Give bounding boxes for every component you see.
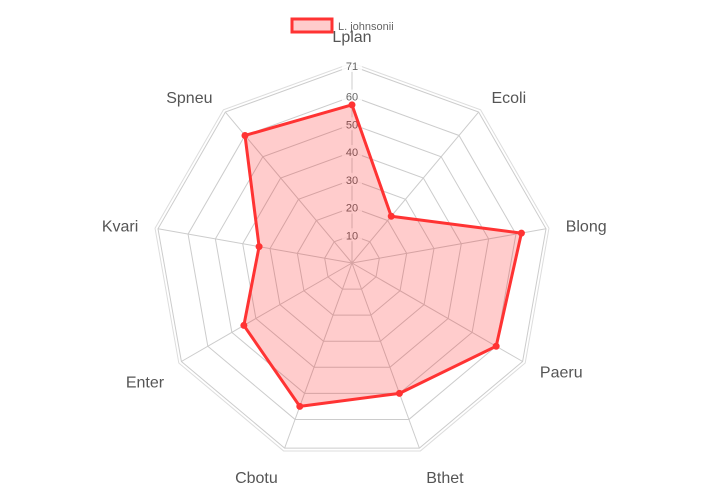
data-point-ecoli[interactable] — [387, 212, 395, 220]
tick-backdrop-20 — [342, 200, 362, 214]
grid-ring-20 — [296, 206, 408, 316]
spoke-kvari — [157, 228, 353, 264]
tick-label-10: 10 — [346, 230, 358, 242]
spoke-enter — [181, 262, 353, 362]
data-point-kvari[interactable] — [255, 243, 263, 251]
series-area-0 — [242, 103, 524, 409]
grid-ring-30 — [269, 179, 435, 342]
grid-ring-outer — [154, 62, 550, 452]
data-point-lplan[interactable] — [348, 101, 356, 109]
category-label-lplan: Lplan — [332, 29, 371, 46]
category-label-cbotu: Cbotu — [235, 470, 278, 487]
tick-backdrop-60 — [342, 89, 362, 103]
tick-label-60: 60 — [346, 92, 358, 104]
grid-ring-10 — [324, 234, 380, 290]
spoke-ecoli — [351, 111, 480, 264]
category-label-blong: Blong — [566, 218, 607, 235]
category-label-spneu: Spneu — [166, 90, 212, 107]
tick-backdrop-71 — [342, 59, 362, 72]
grid-ring-71 — [157, 65, 547, 449]
category-label-bthet: Bthet — [426, 470, 464, 487]
spoke-cbotu — [284, 262, 353, 449]
data-point-blong[interactable] — [517, 229, 525, 237]
grid-ring-60 — [187, 95, 517, 420]
data-point-cbotu[interactable] — [296, 402, 304, 410]
category-label-paeru: Paeru — [540, 365, 583, 382]
legend-label-l-johnsonii[interactable]: L. johnsonii — [338, 21, 394, 33]
category-label-kvari: Kvari — [102, 218, 138, 235]
legend[interactable]: L. johnsonii — [290, 17, 394, 34]
radar-series — [240, 101, 525, 410]
tick-label-50: 50 — [346, 119, 358, 131]
category-labels: Lplan Ecoli Blong Paeru Bthet Cbotu Enter Kvari… — [102, 29, 607, 487]
spoke-bthet — [351, 262, 420, 449]
tick-backdrop-30 — [342, 172, 362, 186]
tick-label-40: 40 — [346, 147, 358, 159]
legend-swatch-l-johnsonii[interactable] — [290, 17, 334, 34]
data-point-enter[interactable] — [240, 321, 248, 329]
tick-backdrop-40 — [342, 145, 362, 159]
tick-label-20: 20 — [346, 203, 358, 215]
tick-backdrop-10 — [342, 228, 362, 242]
grid-ring-50 — [214, 123, 490, 394]
category-label-enter: Enter — [126, 375, 165, 392]
data-point-paeru[interactable] — [492, 342, 500, 350]
tick-label-30: 30 — [346, 175, 358, 187]
category-label-ecoli: Ecoli — [491, 90, 526, 107]
spoke-blong — [351, 228, 547, 264]
grid-ring-40 — [242, 151, 462, 368]
data-point-bthet[interactable] — [395, 389, 403, 397]
data-point-spneu[interactable] — [241, 131, 249, 139]
tick-label-71: 71 — [346, 61, 358, 73]
radial-tick-labels: 10 20 30 40 50 60 71 — [342, 59, 362, 242]
